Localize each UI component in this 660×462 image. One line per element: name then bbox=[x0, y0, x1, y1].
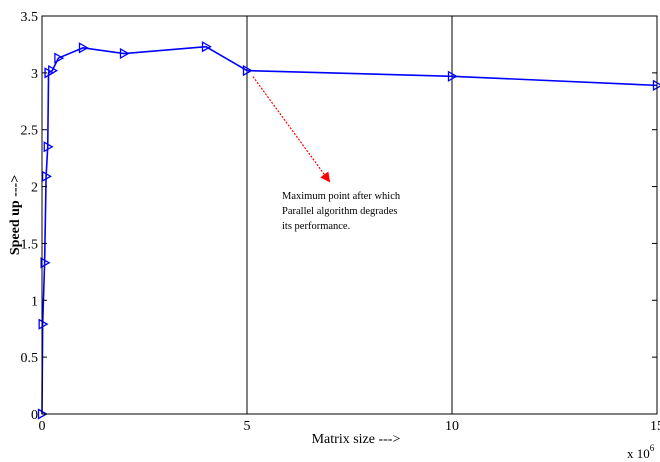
series-line-0 bbox=[41, 45, 658, 415]
x-tick-label-5: 5 bbox=[244, 419, 251, 434]
data-point-marker bbox=[119, 47, 130, 60]
data-point-marker bbox=[48, 64, 59, 77]
y-tick-label-3.5: 3.5 bbox=[21, 10, 39, 25]
y-tick-label-1.5: 1.5 bbox=[21, 237, 39, 252]
grid-lines bbox=[246, 16, 453, 414]
annotation-text-line-3: its performance. bbox=[282, 221, 350, 232]
y-tick-label-2.5: 2.5 bbox=[21, 124, 39, 139]
data-point-marker bbox=[41, 170, 52, 182]
x-exponent-label: x 106 bbox=[627, 443, 655, 461]
annotation-text-line-2: Parallel algorithm degrades bbox=[282, 206, 397, 217]
annotation-text-line-1: Maximum point after which bbox=[282, 191, 401, 202]
data-point-marker bbox=[40, 257, 51, 269]
x-exponent-power: 6 bbox=[650, 443, 655, 453]
y-tick-label-2: 2 bbox=[31, 181, 38, 196]
annotation-layer: Maximum point after which Parallel algori… bbox=[252, 76, 401, 232]
annotation-arrow bbox=[252, 76, 331, 183]
x-tick-label-15: 15 bbox=[650, 419, 660, 434]
y-tick-label-0.5: 0.5 bbox=[21, 351, 39, 366]
data-point-marker bbox=[447, 70, 458, 82]
data-point-marker bbox=[38, 318, 49, 330]
y-axis-title: Speed up ---> bbox=[8, 175, 23, 255]
x-tick-label-10: 10 bbox=[445, 419, 459, 434]
data-point-marker bbox=[78, 42, 89, 54]
y-tick-label-0: 0 bbox=[31, 408, 38, 423]
y-tick-label-1: 1 bbox=[31, 294, 38, 309]
data-point-marker bbox=[43, 141, 54, 153]
tick-layer: 0 5 10 15 0 0.5 1 1.5 2 2.5 3 3.5 bbox=[21, 10, 660, 434]
plot-border bbox=[41, 15, 658, 415]
data-point-marker bbox=[201, 41, 212, 53]
y-tick-label-3: 3 bbox=[31, 67, 38, 82]
x-tick-label-0: 0 bbox=[39, 419, 46, 434]
x-axis-title: Matrix size ---> bbox=[312, 432, 401, 447]
data-point-marker bbox=[242, 64, 253, 77]
data-point-marker bbox=[54, 52, 65, 64]
plot-frame bbox=[41, 15, 658, 415]
series-layer bbox=[37, 41, 660, 420]
x-exponent-base: x 10 bbox=[627, 446, 650, 461]
